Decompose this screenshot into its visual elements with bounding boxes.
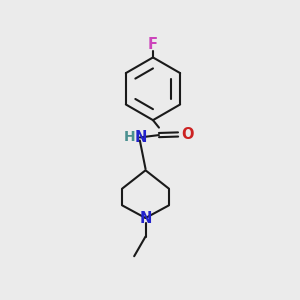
Text: O: O (181, 127, 193, 142)
Text: H: H (124, 130, 136, 144)
Text: N: N (139, 211, 152, 226)
Text: F: F (148, 38, 158, 52)
Text: N: N (134, 130, 147, 145)
